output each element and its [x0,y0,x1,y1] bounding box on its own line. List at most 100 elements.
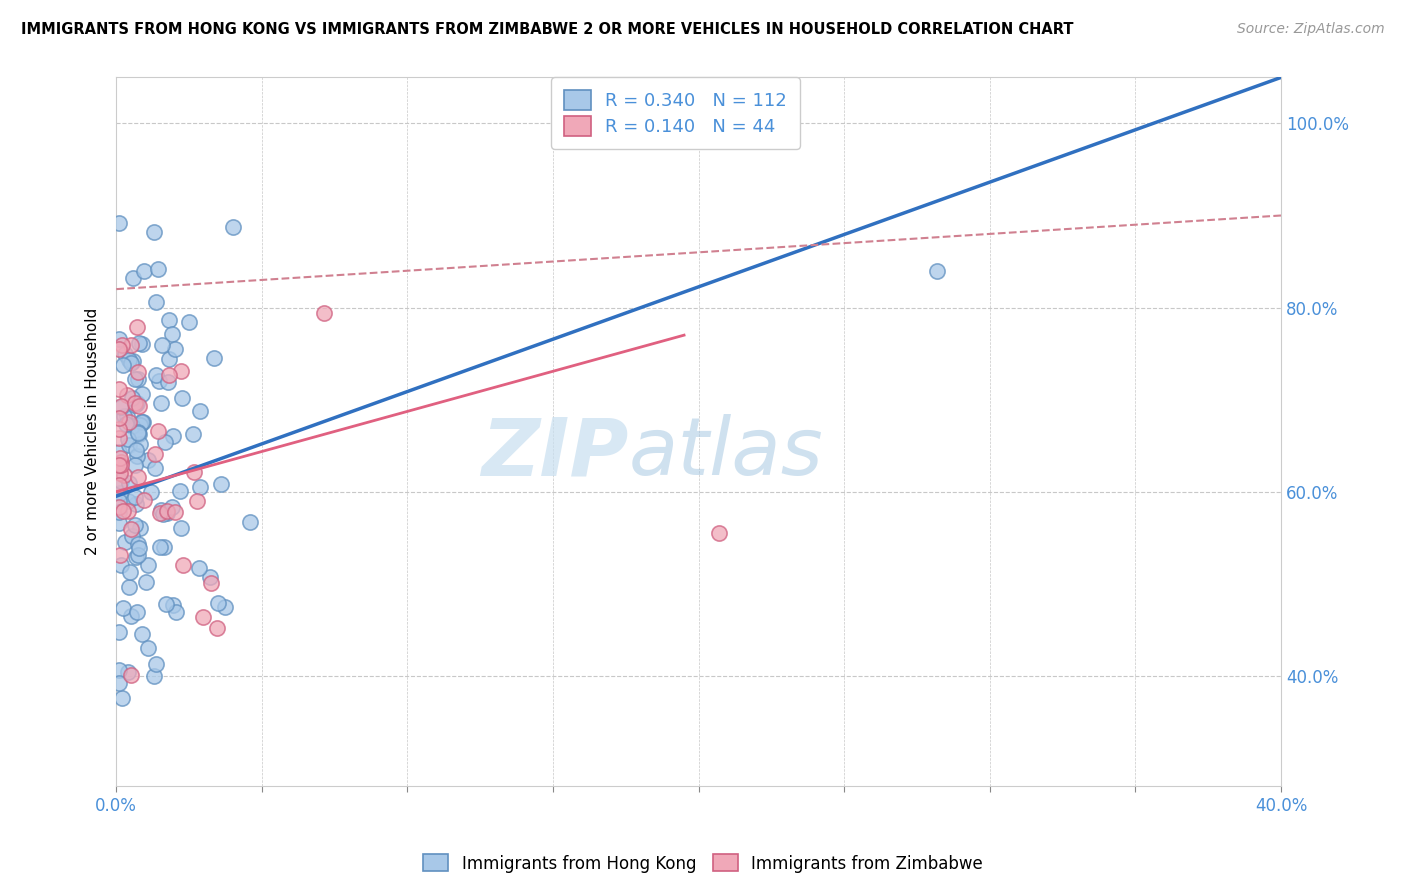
Point [127,549,149,563]
Point [145,657,167,672]
Point [125,497,148,511]
Point [136,640,159,655]
Point [111,690,134,705]
Point [127,537,149,551]
Point [108,458,131,472]
Point [163,342,186,356]
Point [117,432,139,446]
Point [148,424,170,438]
Point [108,450,131,465]
Point [125,550,148,565]
Point [145,294,167,309]
Point [108,478,131,492]
Point [110,558,132,572]
Point [108,549,131,563]
Point [207,596,229,610]
Point [108,216,131,230]
Point [118,415,141,429]
Point [131,415,153,429]
Point [191,610,214,624]
Point [124,518,146,533]
Legend: Immigrants from Hong Kong, Immigrants from Zimbabwe: Immigrants from Hong Kong, Immigrants fr… [416,847,990,880]
Point [202,351,225,366]
Point [114,534,136,549]
Point [120,356,142,370]
Point [117,665,139,679]
Point [108,445,131,459]
Text: ZIP: ZIP [481,414,628,492]
Point [110,400,132,414]
Point [114,346,136,360]
Point [128,427,150,442]
Point [112,504,135,518]
Point [149,540,172,554]
Point [108,505,131,519]
Point [183,466,205,480]
Point [128,437,150,451]
Point [142,225,165,239]
Point [110,455,132,469]
Point [108,486,131,500]
Point [128,417,150,432]
Point [149,396,172,410]
Point [169,484,191,499]
Point [127,396,149,410]
Point [142,669,165,683]
Point [141,485,163,500]
Point [120,667,142,681]
Point [108,663,131,677]
Point [118,353,141,368]
Point [132,416,155,430]
Point [108,410,131,425]
Point [153,434,176,449]
Point [135,574,157,589]
Point [157,368,180,382]
Point [165,605,187,619]
Point [239,516,262,530]
Point [170,364,193,378]
Point [162,429,184,443]
Point [150,338,173,352]
Point [181,426,204,441]
Point [108,342,131,356]
Point [148,374,170,388]
Point [157,351,180,366]
Point [129,521,152,535]
Point [121,608,143,623]
Point [108,493,131,508]
Point [124,398,146,412]
Point [112,601,135,615]
Point [125,443,148,458]
Point [125,320,148,334]
Point [127,425,149,440]
Point [108,500,131,514]
Point [214,600,236,615]
Point [110,458,132,473]
Point [186,494,208,508]
Point [124,458,146,472]
Point [110,467,132,481]
Point [127,425,149,440]
Point [120,522,142,536]
Point [188,480,211,494]
Point [138,452,160,467]
Point [118,566,141,580]
Point [121,391,143,405]
Point [314,306,336,320]
Point [121,419,143,434]
Point [172,558,194,572]
Point [108,382,131,396]
Point [111,358,134,372]
Point [149,506,172,520]
Point [179,315,201,329]
Point [131,627,153,641]
Point [124,396,146,410]
Point [927,264,949,278]
Point [160,327,183,342]
Point [114,468,136,483]
Point [128,399,150,413]
Point [127,372,149,386]
Point [707,526,730,541]
Point [152,507,174,521]
Point [127,365,149,379]
